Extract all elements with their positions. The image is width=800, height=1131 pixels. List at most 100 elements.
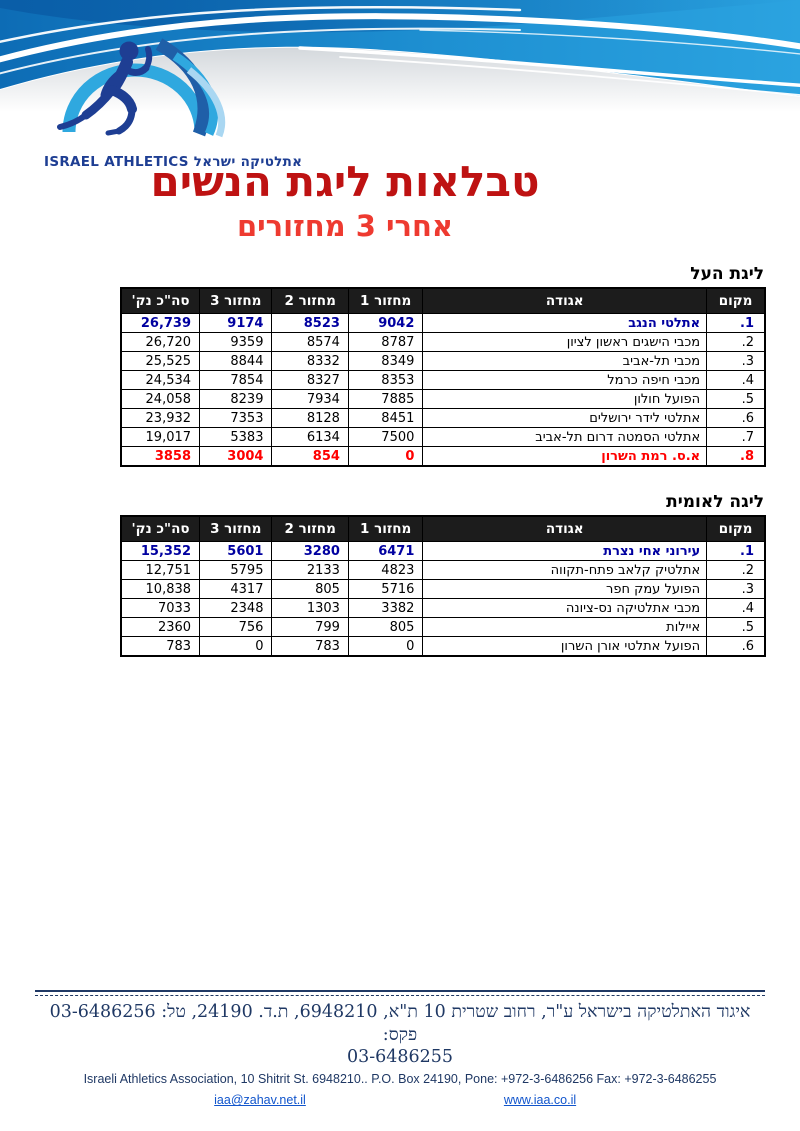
round1-cell: 8353 [347, 370, 424, 390]
round2-cell: 8128 [271, 408, 349, 428]
round3-cell: 5383 [199, 427, 273, 447]
club-cell: מכבי חיפה כרמל [422, 370, 708, 390]
club-cell: מכבי אתלטיקה נס-ציונה [422, 598, 708, 618]
title-block: טבלאות ליגת הנשים אחרי 3 מחזורים [0, 157, 690, 244]
page-subtitle: אחרי 3 מחזורים [236, 209, 454, 244]
total-cell: 24,534 [120, 370, 201, 390]
round1-cell: 0 [347, 636, 424, 657]
round3-cell: 756 [199, 617, 273, 637]
table-row: 4. מכבי אתלטיקה נס-ציונה 3382 1303 2348 7033 [120, 598, 766, 618]
club-cell: מכבי הישגים ראשון לציון [422, 332, 708, 352]
website-link[interactable]: www.iaa.co.il [503, 1093, 577, 1108]
round3-cell: 0 [199, 636, 273, 657]
place-cell: 7. [706, 427, 766, 447]
place-cell: 6. [706, 408, 766, 428]
footer-address-en: Israeli Athletics Association, 10 Shitri… [83, 1072, 717, 1087]
table-header-row: מקום אגודה מחזור 1 מחזור 2 מחזור 3 סה"כ נק' [120, 515, 766, 542]
round1-cell: 805 [347, 617, 424, 637]
round1-cell: 8451 [347, 408, 424, 428]
round2-cell: 6134 [271, 427, 349, 447]
section-heading-national-league: ליגה לאומית [666, 492, 764, 512]
page-title: טבלאות ליגת הנשים [150, 157, 540, 206]
round2-cell: 8327 [271, 370, 349, 390]
round2-cell: 8332 [271, 351, 349, 371]
round2-cell: 7934 [271, 389, 349, 409]
round1-cell: 5716 [347, 579, 424, 599]
runner-icon [57, 41, 153, 136]
place-cell: 5. [706, 617, 766, 637]
club-cell: אתלטי לידר ירושלים [422, 408, 708, 428]
logo-caption-en: ISRAEL ATHLETICS [44, 154, 189, 170]
table-row: 4. מכבי חיפה כרמל 8353 8327 7854 24,534 [120, 370, 766, 390]
total-cell: 12,751 [120, 560, 201, 580]
column-header: מחזור 1 [347, 515, 424, 542]
section-heading-premier-league: ליגת העל [690, 264, 764, 284]
club-cell: איילות [422, 617, 708, 637]
round3-cell: 4317 [199, 579, 273, 599]
round2-cell: 854 [271, 446, 349, 467]
column-header: מחזור 1 [347, 287, 424, 314]
round3-cell: 3004 [199, 446, 273, 467]
place-cell: 6. [706, 636, 766, 657]
round1-cell: 9042 [347, 313, 424, 333]
club-cell: הפועל חולון [422, 389, 708, 409]
total-cell: 2360 [120, 617, 201, 637]
round1-cell: 4823 [347, 560, 424, 580]
column-header: מחזור 3 [199, 287, 273, 314]
table-row: 3. הפועל עמק חפר 5716 805 4317 10,838 [120, 579, 766, 599]
premier-league-table: מקום אגודה מחזור 1 מחזור 2 מחזור 3 סה"כ נק' 1… [120, 287, 766, 467]
table-row: 6. אתלטי לידר ירושלים 8451 8128 7353 23,932 [120, 408, 766, 428]
round3-cell: 7854 [199, 370, 273, 390]
total-cell: 25,525 [120, 351, 201, 371]
club-cell: עירוני אחי נצרת [422, 541, 708, 561]
column-header: מחזור 2 [271, 515, 349, 542]
column-header: מחזור 3 [199, 515, 273, 542]
column-header: מחזור 2 [271, 287, 349, 314]
table-row: 2. מכבי הישגים ראשון לציון 8787 8574 9359 26,… [120, 332, 766, 352]
national-league-table: מקום אגודה מחזור 1 מחזור 2 מחזור 3 סה"כ נק' 1… [120, 515, 766, 657]
round1-cell: 7500 [347, 427, 424, 447]
club-cell: א.ס. רמת השרון [422, 446, 708, 467]
table-row: 7. אתלטי הסמטה דרום תל-אביב 7500 6134 5383 19… [120, 427, 766, 447]
logo-band-light [186, 67, 226, 138]
column-header: מקום [706, 515, 766, 542]
logo-band-dark [155, 38, 211, 137]
table-header-row: מקום אגודה מחזור 1 מחזור 2 מחזור 3 סה"כ נק' [120, 287, 766, 314]
total-cell: 15,352 [120, 541, 201, 561]
total-cell: 26,720 [120, 332, 201, 352]
club-cell: הפועל עמק חפר [422, 579, 708, 599]
footer-links: iaa@zahav.net.il www.iaa.co.il [120, 1089, 680, 1108]
round1-cell: 0 [347, 446, 424, 467]
round2-cell: 3280 [271, 541, 349, 561]
total-cell: 3858 [120, 446, 201, 467]
email-link[interactable]: iaa@zahav.net.il [214, 1093, 306, 1108]
logo-caption-he: אתלטיקה ישראל [193, 154, 303, 170]
table-row: 5. הפועל חולון 7885 7934 8239 24,058 [120, 389, 766, 409]
table-row: 8. א.ס. רמת השרון 0 854 3004 3858 [120, 446, 766, 467]
athletics-logo-icon [57, 38, 226, 138]
logo-arc [62, 63, 208, 133]
logo-caption: ISRAEL ATHLETICS אתלטיקה ישראל [44, 154, 302, 170]
place-cell: 3. [706, 351, 766, 371]
total-cell: 7033 [120, 598, 201, 618]
place-cell: 1. [706, 313, 766, 333]
round3-cell: 8844 [199, 351, 273, 371]
place-cell: 8. [706, 446, 766, 467]
club-cell: הפועל אתלטי אורן השרון [422, 636, 708, 657]
column-header: סה"כ נק' [120, 515, 201, 542]
place-cell: 3. [706, 579, 766, 599]
round1-cell: 6471 [347, 541, 424, 561]
column-header: סה"כ נק' [120, 287, 201, 314]
footer-divider [35, 990, 765, 996]
place-cell: 4. [706, 598, 766, 618]
column-header: מקום [706, 287, 766, 314]
round3-cell: 9174 [199, 313, 273, 333]
footer-address-he: איגוד האתלטיקה בישראל ע"ר, רחוב שטרית 10… [49, 1002, 751, 1045]
israel-athletics-logo: ISRAEL ATHLETICS אתלטיקה ישראל [44, 30, 302, 170]
table-row: 2. אתלטיק קלאב פתח-תקווה 4823 2133 5795 12,75… [120, 560, 766, 580]
round2-cell: 799 [271, 617, 349, 637]
column-header: אגודה [422, 287, 708, 314]
footer: איגוד האתלטיקה בישראל ע"ר, רחוב שטרית 10… [0, 990, 800, 1108]
